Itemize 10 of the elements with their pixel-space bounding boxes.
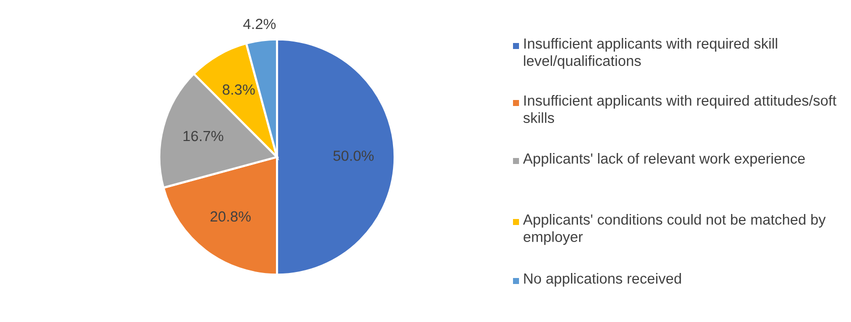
legend-label: No applications received [524,273,681,287]
legend-label: Insufficient applicants with required attitudes/soft skills [523,95,836,124]
legend-label: Applicants' lack of relevant work experience [523,153,805,167]
data-label: 4.2% [243,18,276,30]
legend-label: Applicants' conditions could not be matched by employer [523,214,826,245]
data-label: 50.0% [333,150,374,161]
data-label: 20.8% [210,211,251,222]
data-label: 16.7% [184,130,224,142]
data-label: 8.3% [222,84,255,95]
legend-label: Insufficient applicants with required skill level/qualifications [524,38,778,69]
